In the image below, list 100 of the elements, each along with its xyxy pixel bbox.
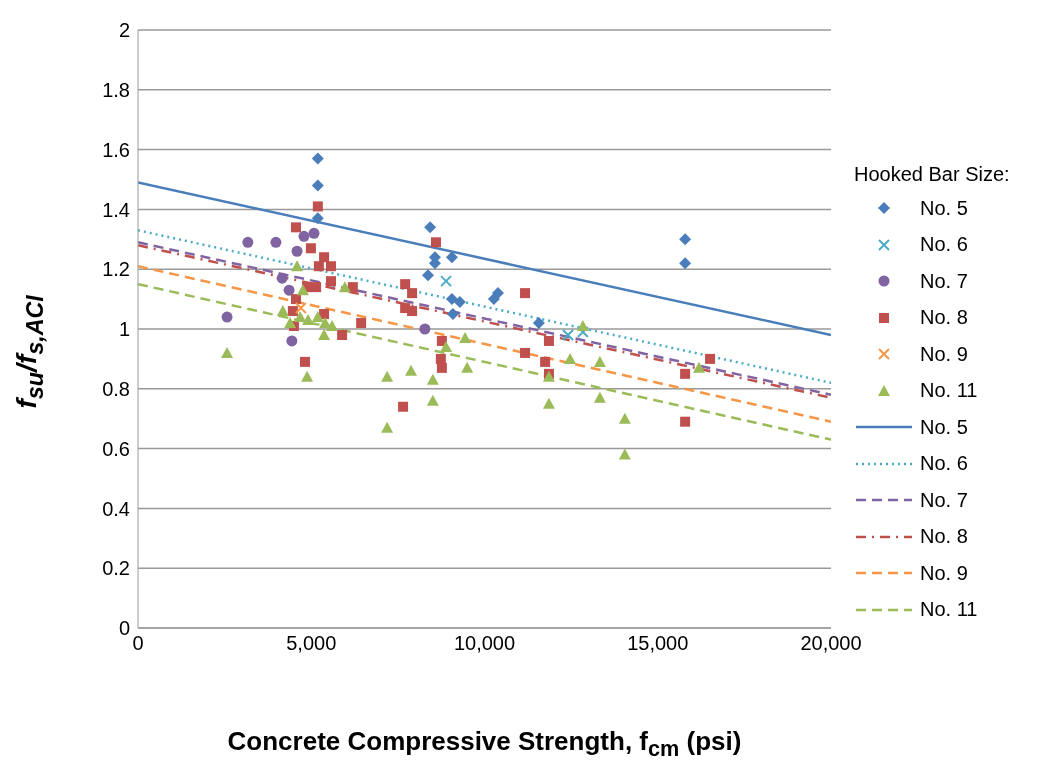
point bbox=[679, 233, 692, 246]
x-tick-label: 20,000 bbox=[800, 632, 862, 655]
legend-label: No. 5 bbox=[920, 196, 968, 220]
point bbox=[221, 346, 234, 358]
point bbox=[298, 230, 310, 242]
point bbox=[291, 294, 301, 305]
point bbox=[287, 306, 298, 317]
point bbox=[291, 245, 303, 257]
x-tick-label: 15,000 bbox=[627, 632, 689, 655]
legend-label: No. 11 bbox=[920, 379, 978, 403]
point bbox=[337, 329, 348, 340]
point bbox=[705, 353, 716, 364]
point bbox=[338, 281, 351, 293]
point bbox=[679, 257, 692, 270]
point bbox=[276, 272, 288, 284]
legend-label: No. 9 bbox=[920, 342, 968, 366]
point bbox=[520, 288, 531, 299]
point bbox=[286, 335, 298, 347]
point bbox=[311, 311, 324, 323]
point bbox=[593, 355, 606, 367]
y-tick-label: 1.8 bbox=[102, 78, 130, 101]
point bbox=[291, 222, 301, 233]
legend-label: No. 8 bbox=[920, 525, 968, 549]
point bbox=[459, 331, 472, 343]
point bbox=[296, 284, 309, 296]
point bbox=[276, 305, 289, 317]
point bbox=[326, 261, 336, 272]
point bbox=[445, 293, 458, 306]
point bbox=[440, 275, 453, 288]
point bbox=[692, 361, 705, 373]
y-tick-label: 1.2 bbox=[102, 258, 130, 281]
point bbox=[312, 201, 323, 212]
point bbox=[381, 421, 394, 433]
y-tick-label: 1.4 bbox=[102, 198, 130, 221]
point bbox=[311, 282, 322, 293]
point bbox=[407, 288, 418, 299]
point bbox=[540, 356, 551, 367]
point bbox=[313, 261, 324, 272]
point bbox=[564, 352, 577, 364]
x-tick-label: 5,000 bbox=[286, 632, 337, 655]
point bbox=[422, 269, 435, 282]
point bbox=[405, 364, 418, 376]
point bbox=[446, 308, 459, 321]
point bbox=[311, 212, 324, 225]
legend-label: No. 7 bbox=[920, 488, 968, 512]
point bbox=[426, 373, 439, 385]
point bbox=[398, 401, 409, 412]
x-tick-label: 10,000 bbox=[453, 632, 516, 655]
point bbox=[453, 296, 466, 309]
point bbox=[318, 328, 331, 340]
point bbox=[319, 252, 330, 263]
point bbox=[461, 361, 474, 373]
y-tick-label: 1 bbox=[118, 318, 130, 341]
point bbox=[221, 311, 233, 323]
y-tick-label: 0.2 bbox=[102, 557, 130, 580]
y-tick-label: 0.8 bbox=[102, 377, 130, 400]
point bbox=[381, 370, 394, 382]
point bbox=[542, 397, 555, 409]
point bbox=[419, 323, 431, 335]
y-tick-label: 2 bbox=[118, 19, 130, 42]
x-axis-title: Concrete Compressive Strength, f$_{cm}$ (psi) bbox=[226, 726, 743, 763]
point bbox=[576, 325, 589, 338]
point bbox=[562, 328, 575, 341]
point bbox=[301, 370, 314, 382]
point bbox=[543, 335, 554, 346]
point bbox=[311, 179, 324, 192]
point bbox=[593, 391, 606, 403]
legend-label: No. 11 bbox=[920, 598, 978, 622]
x-tick-label: 0 bbox=[132, 632, 144, 655]
point bbox=[520, 347, 531, 358]
point bbox=[680, 416, 691, 427]
legend-label: No. 9 bbox=[920, 561, 968, 585]
point bbox=[347, 282, 358, 293]
point bbox=[326, 320, 339, 332]
point bbox=[270, 236, 282, 248]
point bbox=[435, 353, 446, 364]
point bbox=[283, 284, 295, 296]
point bbox=[407, 306, 418, 317]
legend-title: Hooked Bar Size: bbox=[854, 163, 1010, 186]
point bbox=[242, 236, 254, 248]
point bbox=[436, 362, 447, 373]
legend-label: No. 7 bbox=[920, 269, 968, 293]
legend-label: No. 6 bbox=[920, 233, 968, 257]
point bbox=[326, 276, 336, 287]
legend-label: No. 6 bbox=[920, 452, 968, 476]
point bbox=[291, 260, 304, 272]
point bbox=[400, 279, 411, 290]
point bbox=[680, 368, 691, 379]
point bbox=[618, 448, 631, 460]
point bbox=[532, 317, 545, 330]
y-tick-label: 1.6 bbox=[102, 138, 130, 161]
point bbox=[300, 356, 311, 367]
point bbox=[424, 221, 437, 234]
point bbox=[356, 318, 367, 329]
y-tick-label: 0 bbox=[118, 617, 130, 640]
point bbox=[311, 152, 324, 165]
point bbox=[445, 251, 458, 264]
point bbox=[308, 227, 320, 239]
point bbox=[426, 394, 439, 406]
point bbox=[294, 302, 307, 315]
